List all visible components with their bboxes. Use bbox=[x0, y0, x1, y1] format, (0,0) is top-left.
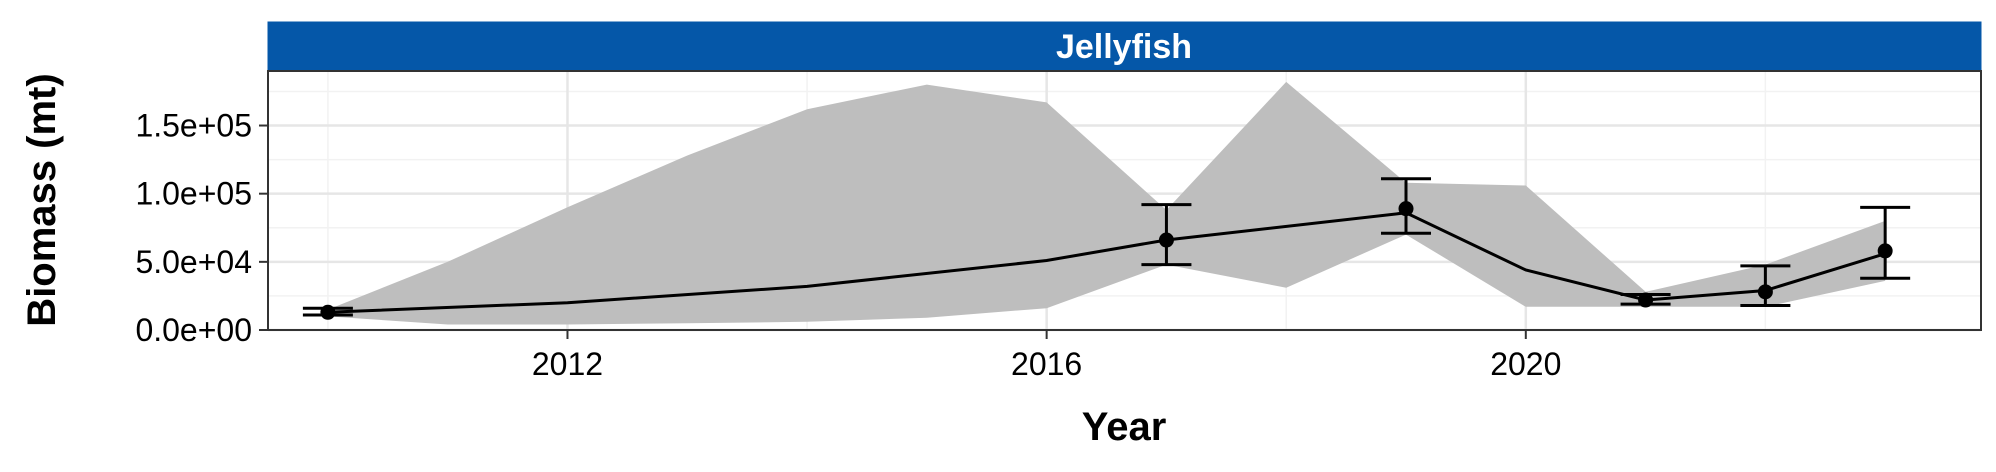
data-point bbox=[320, 304, 336, 320]
facet-strip bbox=[267, 21, 1982, 72]
confidence-ribbon bbox=[327, 81, 1886, 325]
data-point bbox=[1757, 284, 1773, 300]
x-axis-title: Year bbox=[1082, 405, 1167, 449]
y-axis-title: Biomass (mt) bbox=[20, 73, 64, 326]
data-point bbox=[1398, 201, 1414, 217]
data-point bbox=[1638, 292, 1654, 308]
ribbon-layer bbox=[327, 81, 1886, 325]
y-axis: 0.0e+00 5.0e+04 1.0e+05 1.5e+05 bbox=[135, 108, 268, 348]
x-tick-label: 2020 bbox=[1490, 346, 1561, 382]
y-tick-label: 1.0e+05 bbox=[135, 176, 252, 212]
data-point bbox=[1877, 243, 1893, 259]
y-tick-label: 0.0e+00 bbox=[135, 312, 252, 348]
data-point bbox=[1158, 232, 1174, 248]
y-tick-label: 5.0e+04 bbox=[135, 244, 252, 280]
panel-border bbox=[267, 70, 1982, 331]
x-tick-label: 2016 bbox=[1011, 346, 1082, 382]
x-axis: 2012 2016 2020 bbox=[532, 330, 1561, 382]
y-tick-label: 1.5e+05 bbox=[135, 108, 252, 144]
x-tick-label: 2012 bbox=[532, 346, 603, 382]
facet-strip-title: Jellyfish bbox=[1056, 28, 1192, 66]
point-layer bbox=[320, 201, 1893, 320]
line-layer bbox=[327, 211, 1886, 314]
series-line bbox=[327, 211, 1886, 314]
